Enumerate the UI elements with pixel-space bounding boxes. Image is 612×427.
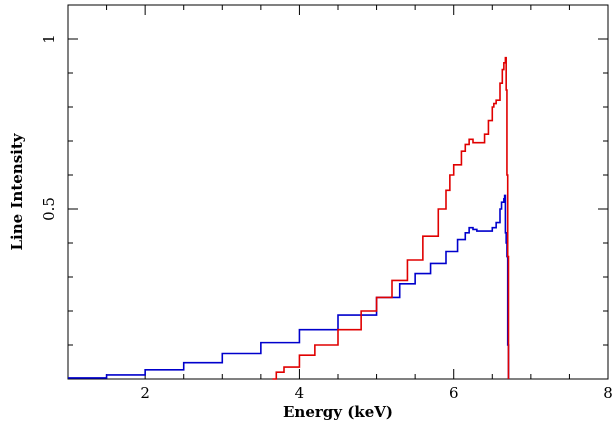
red-series-line — [272, 56, 510, 380]
x-tick-label: 8 — [603, 384, 612, 402]
blue-series-line — [68, 194, 510, 379]
y-axis-label: Line Intensity — [8, 132, 26, 250]
x-tick-label: 2 — [140, 384, 150, 402]
x-tick-label: 4 — [295, 384, 305, 402]
y-tick-label: 0.5 — [40, 197, 58, 221]
x-axis-label: Energy (keV) — [283, 403, 393, 421]
series-group — [68, 56, 510, 380]
axis-ticks — [67, 4, 609, 379]
axis-tick-labels: 2 4 6 8 0.5 1 — [40, 34, 612, 402]
y-tick-label: 1 — [40, 34, 58, 44]
x-tick-label: 6 — [449, 384, 459, 402]
